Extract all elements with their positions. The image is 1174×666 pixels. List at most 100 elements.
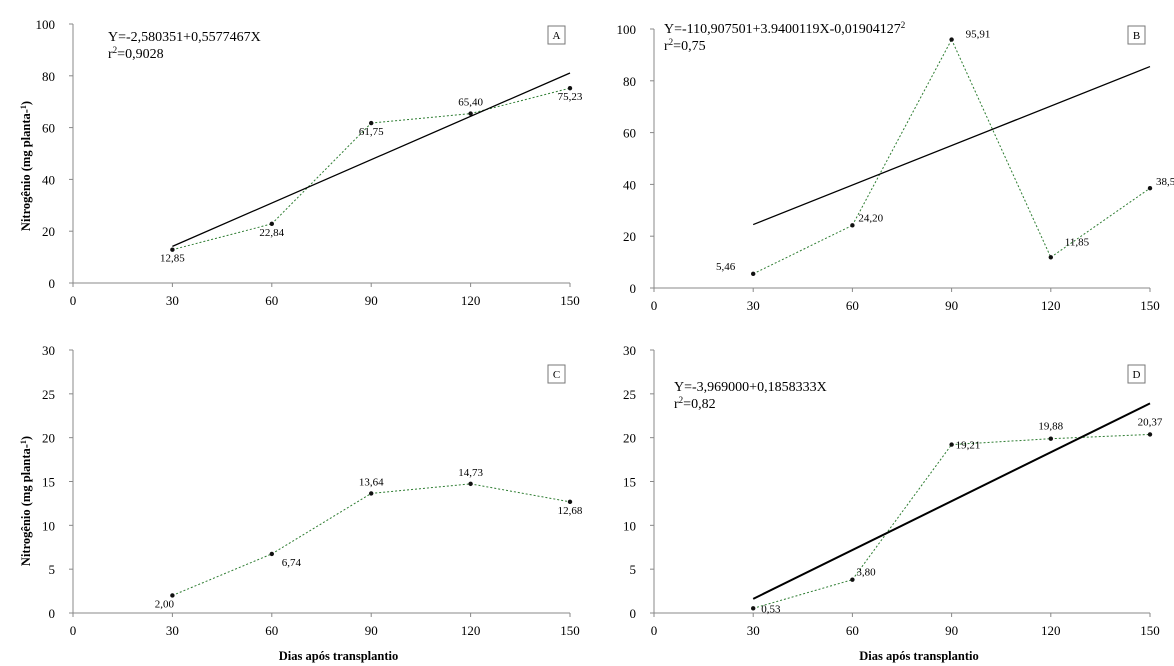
data-series-segment — [371, 113, 471, 124]
x-axis-title: Dias após transplantio — [279, 649, 398, 663]
data-point — [567, 499, 573, 505]
data-point — [170, 247, 175, 252]
data-point — [1147, 186, 1153, 191]
panel-c: 0 30 60 90 120 150 0 5 10 15 20 25 30 2,00 6,74 13,64 14… — [19, 343, 583, 663]
regression-equation: Y=-3,969000+0,1858333X — [674, 380, 827, 395]
r-squared: r2=0,82 — [674, 395, 716, 412]
y-tick-label: 5 — [630, 562, 637, 577]
data-label: 95,91 — [966, 29, 991, 41]
data-label: 22,84 — [259, 227, 284, 239]
y-axis-title: Nitrogênio (mg planta-1) — [19, 436, 34, 566]
data-series-segment — [851, 39, 953, 226]
regression-equation: Y=-110,907501+3.9400119X-0,019041272 — [664, 20, 905, 37]
x-tick-label: 150 — [1140, 623, 1160, 638]
x-tick-label: 150 — [560, 623, 580, 638]
x-tick-label: 120 — [461, 623, 481, 638]
y-tick-label: 20 — [623, 229, 636, 244]
equation-superscript: 2 — [901, 20, 906, 30]
data-label: 3,80 — [856, 567, 876, 579]
data-label: 19,88 — [1038, 421, 1063, 433]
data-series-segment — [851, 444, 953, 580]
data-point — [1048, 436, 1054, 441]
y-tick-label: 60 — [623, 126, 636, 141]
y-tick-label: 10 — [42, 518, 55, 533]
data-label: 75,23 — [558, 91, 583, 103]
y-tick-label: 100 — [617, 22, 637, 37]
data-label: 38,52 — [1156, 176, 1174, 188]
data-label: 6,74 — [282, 557, 302, 569]
data-label: 2,00 — [155, 598, 175, 610]
r-squared: r2=0,9028 — [108, 45, 164, 62]
panel-a: 0 30 60 90 120 150 0 20 40 60 80 100 12,85 22,84 61,75… — [19, 17, 583, 308]
panel-b: 0 30 60 90 120 150 0 20 40 60 80 100 5,46 24,20 95,91 1… — [617, 20, 1174, 313]
data-point — [269, 551, 274, 557]
x-tick-label: 120 — [1041, 298, 1061, 313]
x-tick-label: 30 — [166, 623, 179, 638]
y-tick-label: 80 — [623, 74, 636, 89]
x-tick-label: 60 — [846, 298, 859, 313]
x-tick-label: 90 — [945, 623, 958, 638]
y-axis-title: Nitrogênio (mg planta-1) — [19, 101, 34, 231]
data-label: 20,37 — [1138, 416, 1163, 428]
panel-letter: D — [1133, 369, 1141, 381]
x-tick-label: 0 — [651, 623, 658, 638]
data-label: 11,85 — [1065, 236, 1090, 248]
x-tick-label: 150 — [560, 293, 580, 308]
data-label: 13,64 — [359, 476, 384, 488]
data-point — [468, 481, 473, 487]
data-point — [850, 577, 855, 582]
y-tick-label: 0 — [630, 606, 637, 621]
data-series-segment — [753, 579, 853, 609]
y-tick-label: 80 — [42, 69, 55, 84]
data-point — [468, 111, 473, 116]
x-tick-label: 120 — [1041, 623, 1061, 638]
y-tick-label: 20 — [42, 224, 55, 239]
data-label: 0,53 — [761, 603, 781, 615]
panel-letter: C — [553, 369, 560, 381]
y-tick-label: 10 — [623, 518, 636, 533]
x-tick-label: 90 — [365, 293, 378, 308]
x-tick-label: 0 — [70, 293, 77, 308]
data-label: 24,20 — [858, 212, 883, 224]
x-tick-label: 0 — [70, 623, 77, 638]
y-tick-label: 40 — [623, 177, 636, 192]
x-tick-label: 30 — [747, 298, 760, 313]
y-tick-label: 0 — [49, 276, 56, 291]
data-label: 5,46 — [716, 261, 736, 273]
panel-d: 0 30 60 90 120 1500510152025300,533,8019,2119… — [623, 343, 1163, 663]
panel-letter: A — [553, 30, 561, 42]
x-tick-label: 30 — [166, 293, 179, 308]
data-point — [751, 271, 756, 277]
regression-line — [752, 402, 1151, 600]
data-series-segment — [271, 492, 372, 555]
panel-letter-box — [1127, 364, 1146, 384]
data-label: 61,75 — [359, 126, 384, 138]
data-series-segment — [172, 223, 272, 251]
data-point — [850, 223, 855, 228]
data-label: 14,73 — [458, 467, 483, 479]
data-series-segment — [172, 553, 272, 596]
x-tick-label: 60 — [265, 293, 278, 308]
y-tick-label: 30 — [623, 343, 636, 358]
x-axis-title: Dias após transplantio — [859, 649, 978, 663]
data-label: 12,85 — [160, 253, 185, 265]
data-point — [567, 85, 573, 91]
regression-line — [172, 72, 571, 247]
x-tick-label: 120 — [461, 293, 481, 308]
y-tick-label: 100 — [36, 17, 56, 32]
data-series-segment — [951, 438, 1051, 446]
data-point — [1048, 255, 1054, 260]
panel-letter-box — [547, 364, 566, 384]
data-series-segment — [271, 122, 372, 225]
x-tick-label: 30 — [747, 623, 760, 638]
y-tick-label: 40 — [42, 172, 55, 187]
data-label: 65,40 — [458, 97, 483, 109]
r-squared: r2=0,75 — [664, 37, 706, 54]
panel-letter-box — [547, 25, 566, 45]
data-series-segment — [1050, 187, 1151, 258]
x-tick-label: 150 — [1140, 298, 1160, 313]
y-tick-label: 25 — [623, 387, 636, 402]
data-series-segment — [951, 39, 1052, 258]
x-tick-label: 60 — [846, 623, 859, 638]
